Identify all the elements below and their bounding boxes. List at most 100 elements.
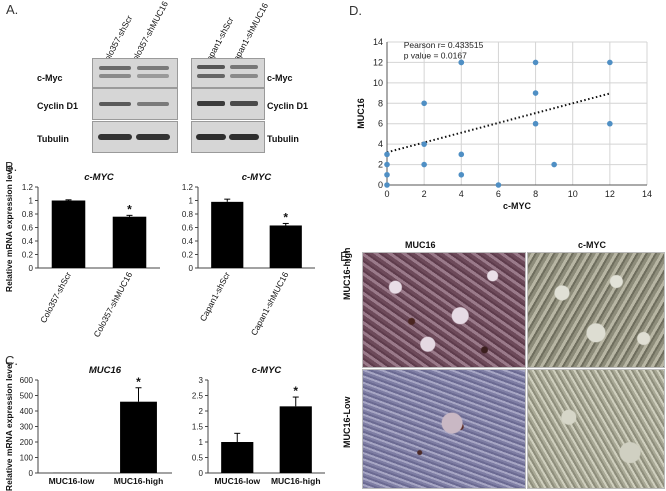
y-tick-label: 100 bbox=[20, 454, 34, 463]
y-tick-label: 0.6 bbox=[22, 224, 34, 233]
panel-label-d: D. bbox=[349, 3, 362, 18]
chart-title: c-MYC bbox=[84, 172, 114, 183]
y-tick-label: 200 bbox=[20, 438, 34, 447]
y-tick-label: 1.5 bbox=[192, 423, 204, 432]
row-label: Tubulin bbox=[37, 134, 69, 144]
y-tick-label: 0.4 bbox=[182, 237, 194, 246]
scatter-point bbox=[458, 171, 465, 178]
scatter-point bbox=[532, 120, 539, 127]
category-label: MUC16-high bbox=[271, 476, 321, 486]
ihc-image-cmyc-high bbox=[527, 252, 665, 368]
y-tick-label: 0.6 bbox=[182, 224, 194, 233]
blot-tubulin bbox=[191, 121, 265, 153]
y-tick-label: 3 bbox=[199, 376, 204, 385]
y-tick-label: 1.2 bbox=[182, 183, 194, 192]
y-tick-label: 0 bbox=[189, 264, 194, 273]
scatter-point bbox=[384, 161, 390, 168]
y-tick-label: 2 bbox=[199, 407, 204, 416]
category-label: Colo357-shScr bbox=[38, 270, 73, 324]
blot-cmyc bbox=[191, 58, 265, 88]
category-label: MUC16-low bbox=[49, 476, 95, 486]
chart-c-right: c-MYC 0 0.5 1 1.5 2 2.5 3 MUC16-low * MUC16-high bbox=[192, 365, 325, 486]
y-tick-label: 4 bbox=[378, 139, 383, 149]
y-tick-label: 12 bbox=[373, 57, 383, 67]
category-label: MUC16-low bbox=[214, 476, 260, 486]
y-tick-label: 2.5 bbox=[192, 392, 204, 401]
category-label: MUC16-high bbox=[114, 476, 164, 486]
stat-annotation: Pearson r= 0.433515 bbox=[404, 40, 484, 50]
scatter-point bbox=[458, 59, 465, 66]
stat-annotation: p value = 0.0167 bbox=[404, 50, 467, 60]
ihc-row-label: MUC16-high bbox=[342, 247, 352, 301]
row-label: c-Myc bbox=[267, 73, 293, 83]
scatter-point bbox=[384, 151, 390, 158]
blot-cyclin-d1 bbox=[92, 88, 178, 120]
y-tick-label: 0 bbox=[378, 180, 383, 190]
x-tick-label: 0 bbox=[384, 189, 389, 199]
bar bbox=[211, 201, 244, 268]
bar bbox=[112, 216, 147, 268]
scatter-point bbox=[384, 182, 390, 188]
y-tick-label: 0.5 bbox=[192, 454, 204, 463]
chart-c-left: MUC16 0 100 200 300 400 500 600 Relative mRNA ex… bbox=[4, 362, 172, 491]
y-tick-label: 0.4 bbox=[22, 237, 34, 246]
row-label: Cyclin D1 bbox=[267, 101, 309, 111]
x-tick-label: 6 bbox=[496, 189, 501, 199]
y-tick-label: 1 bbox=[29, 197, 34, 206]
bar bbox=[279, 406, 312, 473]
chart-title: MUC16 bbox=[89, 365, 122, 376]
x-axis-label: c-MYC bbox=[503, 201, 532, 211]
ihc-image-cmyc-low bbox=[527, 369, 665, 489]
y-tick-label: 6 bbox=[378, 119, 383, 129]
ihc-column-label: c-MYC bbox=[578, 240, 607, 250]
y-tick-label: 0.2 bbox=[182, 251, 194, 260]
y-axis-label: Relative mRNA expression level bbox=[4, 165, 14, 292]
scatter-point bbox=[607, 120, 613, 127]
chart-b-left: c-MYC 0 0.2 0.4 0.6 0.8 1 1.2 Relative mRNA expr… bbox=[4, 165, 160, 339]
chart-d-scatter: 0 2 4 6 8 10 12 14 0 2 4 6 8 10 12 14 Pearson r= 0.43351… bbox=[356, 37, 652, 211]
y-tick-label: 14 bbox=[373, 37, 383, 47]
blot-cmyc bbox=[92, 58, 178, 88]
bar bbox=[120, 401, 157, 473]
x-tick-label: 10 bbox=[568, 189, 578, 199]
significance-marker: * bbox=[293, 384, 298, 398]
y-tick-label: 400 bbox=[20, 407, 34, 416]
scatter-point bbox=[421, 141, 427, 147]
ihc-column-label: MUC16 bbox=[405, 240, 436, 250]
x-tick-label: 8 bbox=[533, 189, 538, 199]
chart-b-right: c-MYC 0 0.2 0.4 0.6 0.8 1 1.2 Capan1-shScr * Capan… bbox=[182, 172, 315, 337]
category-label: Capan1-shScr bbox=[198, 270, 232, 323]
trendline bbox=[386, 92, 611, 154]
category-label: Colo357-shMUC16 bbox=[91, 270, 134, 339]
x-tick-label: 2 bbox=[422, 189, 427, 199]
scatter-point bbox=[551, 161, 557, 168]
y-tick-label: 0 bbox=[199, 469, 204, 478]
scatter-point bbox=[532, 90, 539, 96]
row-label: Cyclin D1 bbox=[37, 101, 79, 111]
blot-cyclin-d1 bbox=[191, 88, 265, 120]
ihc-image-muc16-low bbox=[362, 369, 526, 489]
y-tick-label: 1.2 bbox=[22, 183, 34, 192]
chart-title: c-MYC bbox=[242, 172, 272, 183]
panel-label-c: C. bbox=[5, 353, 18, 368]
y-tick-label: 0.2 bbox=[22, 251, 34, 260]
x-tick-label: 14 bbox=[642, 189, 652, 199]
scatter-point bbox=[495, 182, 502, 188]
bar bbox=[51, 200, 86, 268]
bar bbox=[269, 225, 302, 268]
scatter-point bbox=[607, 59, 613, 66]
ihc-row-label: MUC16-Low bbox=[342, 396, 352, 449]
ihc-image-muc16-high bbox=[362, 252, 526, 368]
y-tick-label: 1 bbox=[199, 438, 204, 447]
scatter-point bbox=[532, 59, 539, 66]
scatter-point bbox=[421, 161, 427, 168]
y-tick-label: 10 bbox=[373, 78, 383, 88]
y-tick-label: 0.8 bbox=[182, 210, 194, 219]
y-axis-label: Relative mRNA expression level bbox=[4, 362, 14, 491]
x-tick-label: 4 bbox=[459, 189, 464, 199]
blot-tubulin bbox=[92, 121, 178, 153]
y-tick-label: 500 bbox=[20, 392, 34, 401]
row-label: Tubulin bbox=[267, 134, 299, 144]
panel-label-b: B. bbox=[5, 159, 18, 174]
significance-marker: * bbox=[283, 210, 288, 224]
